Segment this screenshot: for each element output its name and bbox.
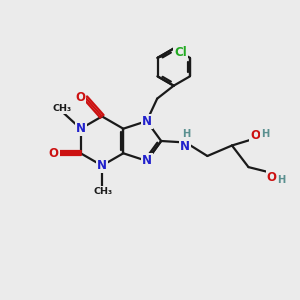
Text: O: O: [75, 91, 85, 104]
Text: H: H: [277, 175, 286, 185]
Text: O: O: [49, 147, 59, 160]
Text: Cl: Cl: [174, 46, 187, 59]
Text: N: N: [142, 115, 152, 128]
Text: H: H: [261, 128, 269, 139]
Text: CH₃: CH₃: [93, 187, 112, 196]
Text: CH₃: CH₃: [52, 104, 72, 113]
Text: N: N: [97, 159, 107, 172]
Text: O: O: [267, 171, 277, 184]
Text: H: H: [182, 129, 191, 139]
Text: O: O: [250, 129, 260, 142]
Text: N: N: [180, 140, 190, 153]
Text: N: N: [142, 154, 152, 167]
Text: N: N: [76, 122, 86, 135]
